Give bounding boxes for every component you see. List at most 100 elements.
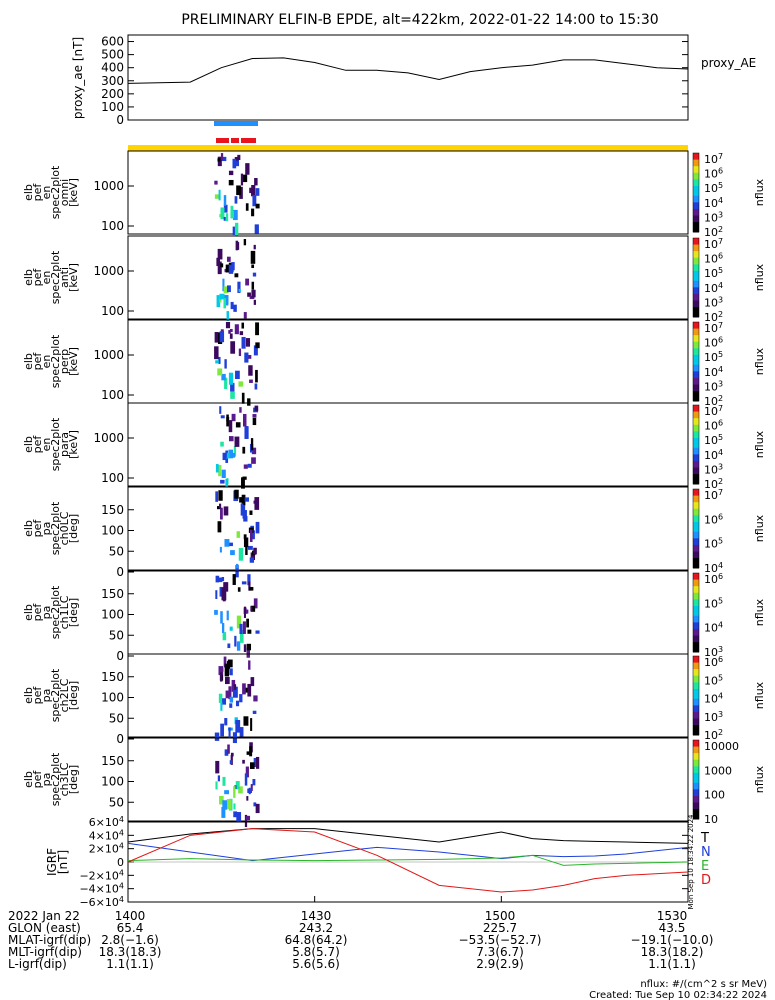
spec-cell [224, 749, 229, 756]
spec-cell [215, 491, 219, 502]
spec-cell [229, 328, 233, 333]
spec-cell [233, 446, 237, 457]
colorbar-step [693, 474, 699, 478]
colorbar-step [693, 708, 699, 713]
colorbar-tick-label: 10000 [704, 740, 739, 753]
spec-cell [229, 626, 233, 631]
colorbar-tick-label: 10 [704, 813, 718, 826]
spec-cell [241, 322, 245, 329]
spec-cell [252, 417, 257, 426]
spec-cell [227, 643, 231, 649]
colorbar-label: nflux [753, 598, 766, 626]
spec-cell [219, 546, 222, 553]
colorbar-step [693, 159, 699, 164]
spec-cell [220, 263, 224, 268]
colorbar-step [693, 341, 699, 346]
spec-cell [228, 420, 233, 433]
spec-cell [243, 606, 247, 618]
colorbar-tick-label: 106 [704, 572, 723, 586]
spec-cell [243, 239, 247, 246]
spec-panel-tick-label: 0 [116, 649, 124, 663]
spec-panel-ylabel: elb [22, 520, 35, 537]
colorbar-step [693, 518, 699, 523]
spec-cell [223, 216, 226, 221]
spec-panel-ylabel: en [40, 271, 53, 285]
spec-cell [215, 360, 219, 364]
spec-cell [243, 716, 249, 726]
spec-panel-ylabel: elb [22, 353, 35, 370]
colorbar-step [693, 261, 699, 265]
colorbar-label: nflux [753, 514, 766, 542]
colorbar-step [693, 685, 699, 690]
spec-cell [227, 744, 230, 754]
colorbar-step [693, 596, 699, 600]
spec-panel-tick-label: 50 [109, 628, 124, 642]
spec-cell [250, 552, 256, 560]
spec-panel-ylabel: pa [40, 689, 53, 703]
colorbar-step [693, 786, 699, 790]
spec-cell [222, 278, 225, 292]
spec-cell [215, 590, 218, 599]
spec-cell [240, 173, 244, 186]
spec-cell [228, 264, 234, 274]
colorbar-tick-label: 104 [704, 448, 723, 462]
spec-cell [218, 666, 224, 676]
spec-cell [221, 587, 227, 601]
spec-cell [250, 438, 254, 451]
igrf-ylabel: IGRF [45, 848, 59, 876]
spec-cell [236, 531, 240, 538]
spec-panel-ylabel: ch3LC [58, 762, 71, 796]
science-zone-blue-bar [214, 121, 258, 126]
colorbar-step [693, 322, 699, 326]
igrf-legend-N: N [701, 845, 711, 860]
colorbar-step [693, 408, 699, 413]
spec-cell [235, 563, 239, 569]
spec-cell [223, 506, 229, 516]
footer-units: nflux: #/(cm^2 s sr MeV) [640, 979, 767, 990]
colorbar-step [693, 505, 699, 510]
spec-cell [220, 702, 223, 711]
spec-cell [253, 547, 257, 555]
spec-cell [227, 285, 231, 293]
colorbar-step [693, 387, 699, 392]
colorbar-step [693, 679, 699, 683]
spec-cell [230, 341, 236, 354]
colorbar-step [693, 579, 699, 584]
spec-panel-ylabel: [deg] [67, 765, 80, 794]
colorbar-step [693, 632, 699, 637]
colorbar-step [693, 335, 699, 339]
spec-cell [221, 807, 226, 818]
colorbar-tick-label: 104 [704, 692, 723, 706]
spec-cell [238, 786, 243, 794]
spec-cell [232, 226, 236, 236]
spec-cell [255, 188, 260, 196]
spec-cell [224, 663, 229, 677]
proxy-ae-frame [127, 34, 689, 121]
spec-cell [239, 497, 244, 503]
colorbar-step [693, 753, 699, 757]
footer-cell: 5.6(5.6) [292, 957, 340, 971]
colorbar-step [693, 802, 699, 807]
colorbar-step [693, 287, 699, 292]
igrf-tick-label: −2×104 [79, 868, 124, 882]
spec-panel-frame [127, 486, 689, 571]
igrf-tick-label: −4×104 [79, 882, 124, 896]
igrf-legend-D: D [701, 873, 711, 888]
spec-cell [225, 690, 229, 699]
colorbar-step [693, 431, 699, 436]
spec-panel-ylabel: [keV] [67, 263, 80, 292]
colorbar-tick-label: 105 [704, 433, 723, 447]
colorbar-step [693, 368, 699, 372]
spec-cell [218, 693, 223, 703]
colorbar-step [693, 254, 699, 259]
spec-cell [251, 457, 256, 464]
spec-cell [227, 659, 233, 668]
footer-cell: 5.8(5.7) [292, 945, 340, 959]
spec-cell [247, 398, 251, 406]
spec-cell [237, 587, 241, 592]
colorbar-step [693, 228, 699, 233]
spec-cell [255, 203, 260, 209]
spec-cell [226, 417, 230, 427]
spec-cell [242, 446, 246, 454]
